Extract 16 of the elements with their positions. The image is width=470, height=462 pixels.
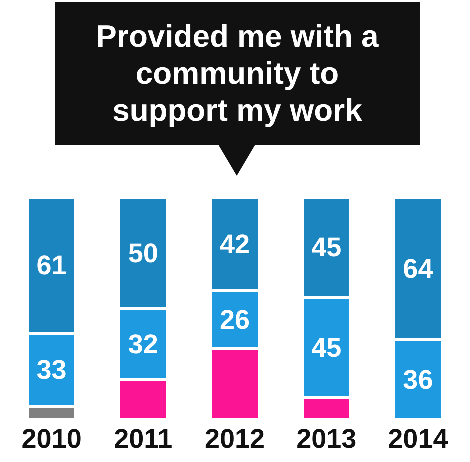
data-label: 26 [220,304,250,335]
data-label: 45 [312,332,342,363]
data-label: 50 [128,238,158,268]
x-tick-label: 2011 [114,424,173,454]
data-label: 36 [403,364,434,395]
x-tick-label: 2013 [296,424,357,454]
x-tick-label: 2014 [388,424,448,454]
data-label: 33 [36,354,67,385]
chart-title: Provided me with a community to support my work [55,2,420,145]
x-tick-label: 2012 [204,424,266,454]
data-label: 32 [128,329,158,360]
data-label: 42 [220,229,250,260]
data-label: 64 [403,254,434,284]
x-tick-label: 2010 [22,424,82,454]
data-label: 61 [36,250,67,280]
data-label: 45 [312,232,342,263]
